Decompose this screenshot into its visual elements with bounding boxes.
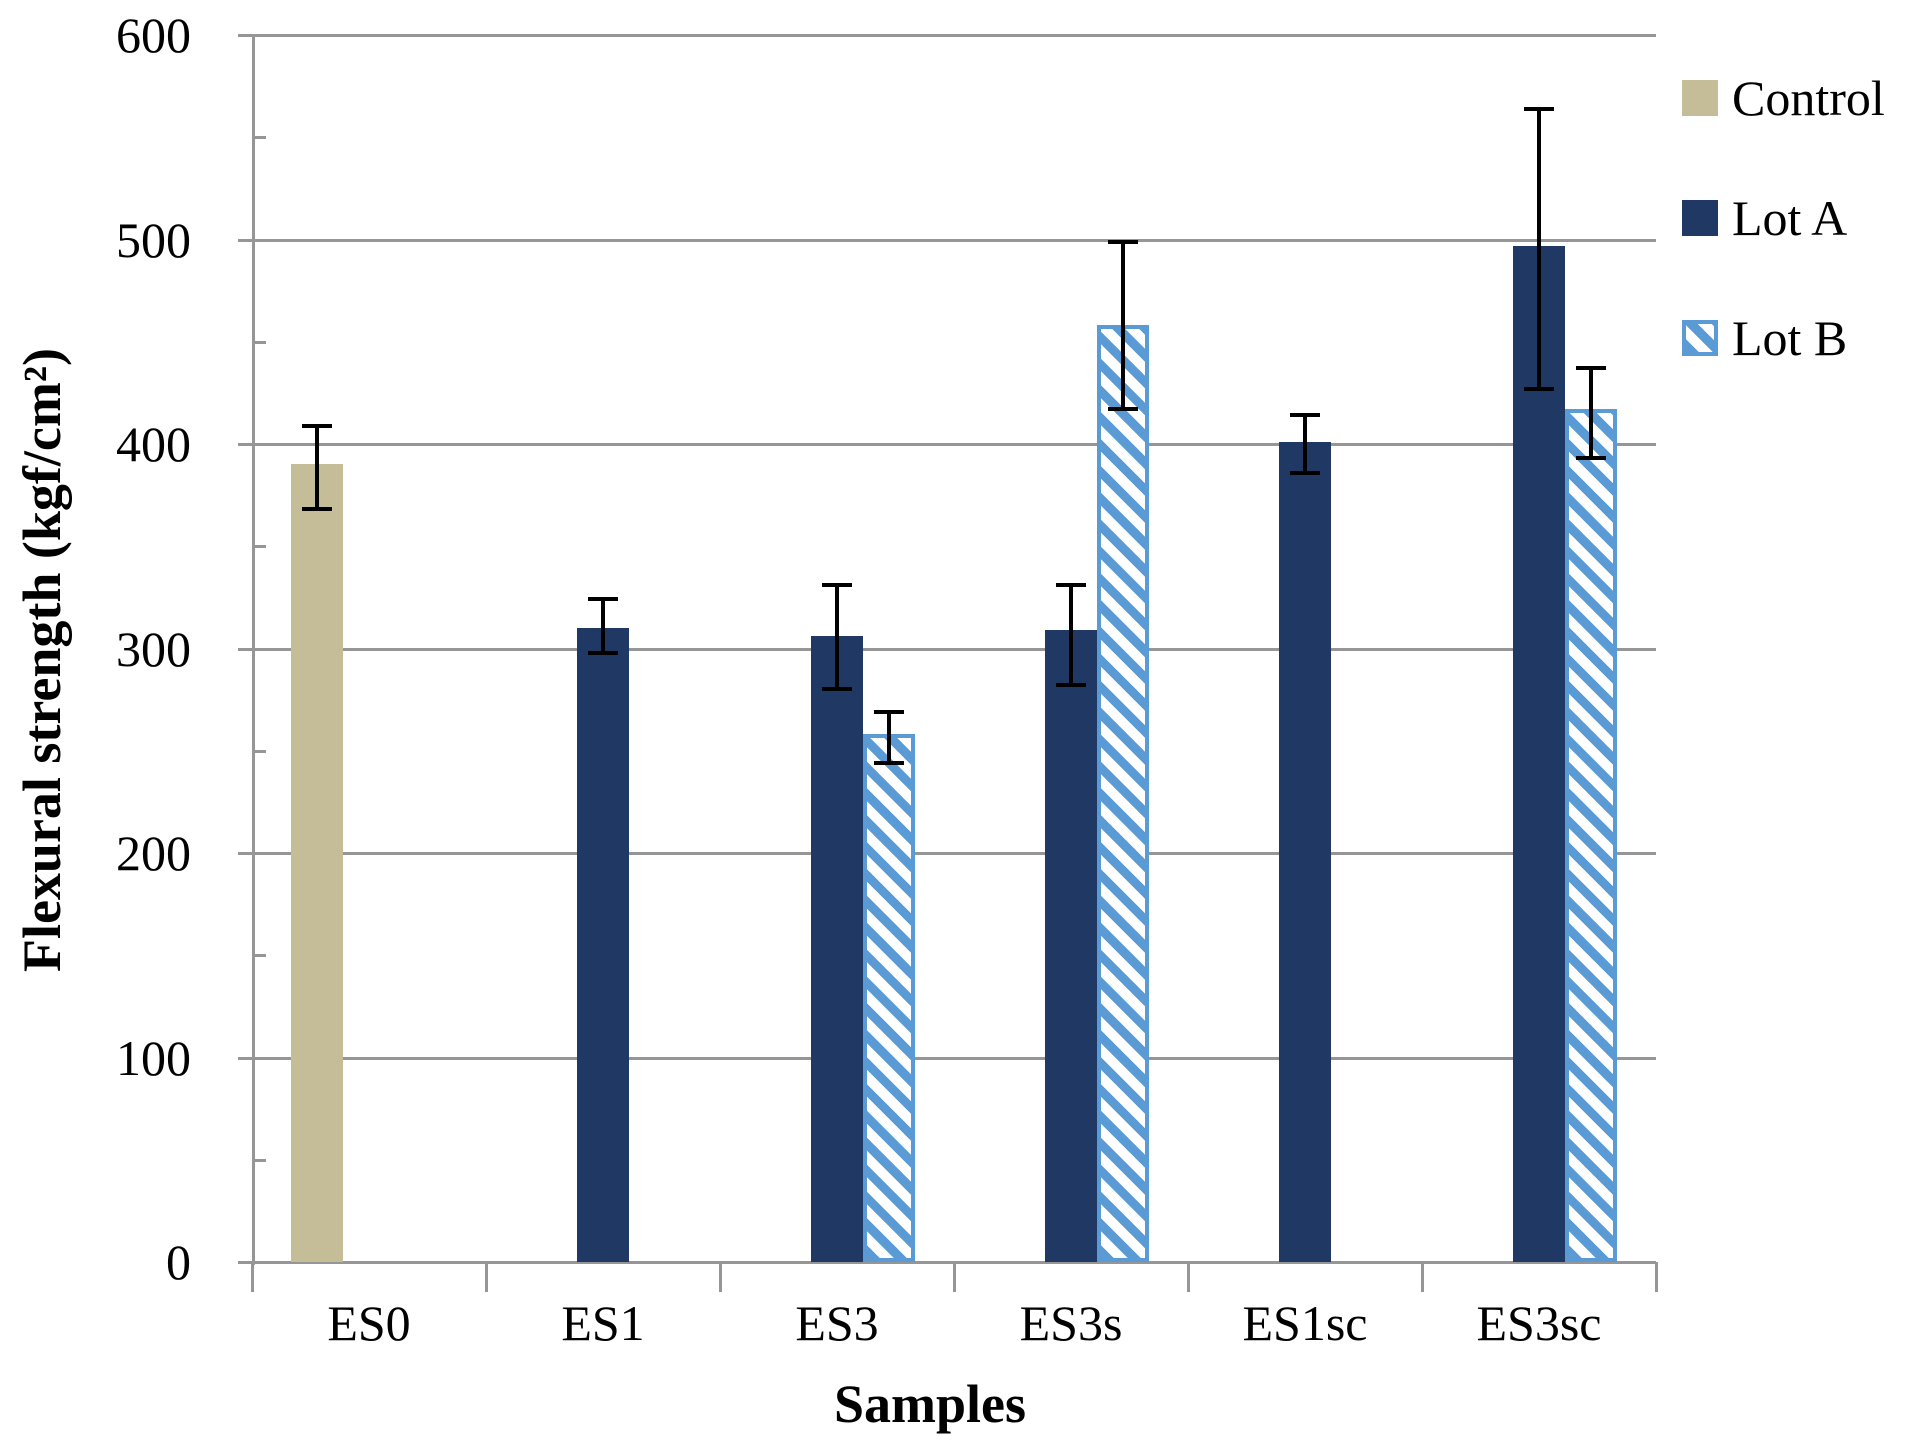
legend-entry-Lot-B: Lot B [1682, 313, 1911, 368]
error-bar-cap-bottom-ES3-Lot-A [822, 687, 852, 692]
error-bar-cap-top-ES3s-Lot-A [1056, 583, 1086, 588]
y-major-tick-400 [238, 443, 252, 446]
error-bar-cap-top-ES3sc-Lot-A [1524, 106, 1554, 111]
error-bar-cap-top-ES1-Lot-A [588, 597, 618, 602]
legend-label-Lot-B: Lot B [1732, 310, 1848, 366]
error-bar-line-ES1sc-Lot-A [1303, 415, 1307, 473]
error-bar-cap-bottom-ES3sc-Lot-A [1524, 386, 1554, 391]
bar-ES3-Lot-A [811, 636, 863, 1262]
x-boundary-tick-0 [251, 1262, 254, 1292]
x-axis-line [238, 1261, 1656, 1264]
y-minor-tick-550 [252, 136, 266, 140]
legend-label-Lot-A: Lot A [1732, 190, 1848, 246]
y-minor-tick-150 [252, 954, 266, 958]
gridline-y-500 [252, 238, 1656, 242]
bar-ES3-Lot-B [863, 734, 915, 1262]
x-category-label-ES0: ES0 [327, 1295, 411, 1351]
legend-entry-Lot-A: Lot A [1682, 193, 1911, 248]
bar-ES3s-Lot-B [1097, 325, 1149, 1262]
x-category-label-ES3: ES3 [795, 1295, 879, 1351]
x-boundary-tick-5 [1421, 1262, 1424, 1292]
x-boundary-tick-1 [485, 1262, 488, 1292]
y-major-tick-200 [238, 852, 252, 855]
error-bar-cap-top-ES1sc-Lot-A [1290, 413, 1320, 418]
y-major-tick-100 [238, 1056, 252, 1060]
error-bar-cap-top-ES3-Lot-A [822, 583, 852, 588]
x-category-label-ES1sc: ES1sc [1242, 1295, 1368, 1351]
x-category-label-ES3sc: ES3sc [1476, 1295, 1602, 1351]
x-boundary-tick-4 [1187, 1262, 1190, 1292]
y-tick-label-0: 0 [166, 1234, 191, 1290]
y-tick-label-300: 300 [116, 620, 191, 677]
y-tick-label-500: 500 [116, 211, 191, 268]
gridline-y-200 [252, 852, 1656, 855]
y-tick-label-400: 400 [116, 416, 191, 472]
gridline-y-100 [252, 1056, 1656, 1060]
bar-ES3sc-Lot-A [1513, 245, 1565, 1262]
error-bar-cap-top-ES3sc-Lot-B [1576, 366, 1606, 371]
error-bar-cap-bottom-ES3s-Lot-B [1108, 407, 1138, 412]
error-bar-line-ES3-Lot-A [835, 585, 839, 690]
legend-swatch-Control [1682, 80, 1718, 116]
error-bar-cap-top-ES0-Control [302, 423, 332, 428]
y-tick-label-100: 100 [116, 1029, 191, 1086]
bar-ES0-Control [291, 464, 343, 1262]
y-tick-label-200: 200 [116, 825, 191, 881]
gridline-y-600 [252, 34, 1656, 37]
error-bar-line-ES1-Lot-A [601, 599, 605, 653]
x-boundary-tick-3 [953, 1262, 956, 1292]
y-minor-tick-250 [252, 749, 266, 753]
bar-ES1-Lot-A [577, 628, 629, 1262]
error-bar-cap-bottom-ES1sc-Lot-A [1290, 470, 1320, 475]
error-bar-cap-bottom-ES3sc-Lot-B [1576, 456, 1606, 461]
y-major-tick-300 [238, 647, 252, 651]
legend-swatch-Lot-A [1682, 200, 1718, 236]
legend-swatch-Lot-B [1682, 320, 1718, 356]
bar-ES3s-Lot-A [1045, 630, 1097, 1262]
y-tick-label-600: 600 [116, 7, 191, 63]
bar-ES1sc-Lot-A [1279, 441, 1331, 1262]
error-bar-cap-bottom-ES1-Lot-A [588, 650, 618, 655]
y-axis-line [252, 35, 255, 1265]
x-boundary-tick-2 [719, 1262, 722, 1292]
y-minor-tick-350 [252, 545, 266, 549]
error-bar-line-ES3-Lot-B [887, 711, 891, 764]
error-bar-line-ES3sc-Lot-B [1589, 368, 1593, 459]
error-bar-line-ES0-Control [315, 425, 319, 510]
error-bar-cap-bottom-ES3s-Lot-A [1056, 683, 1086, 688]
gridline-y-400 [252, 443, 1656, 446]
bar-ES3sc-Lot-B [1565, 409, 1617, 1262]
error-bar-cap-bottom-ES0-Control [302, 507, 332, 512]
legend-entry-Control: Control [1682, 73, 1911, 128]
x-axis-title: Samples [833, 1374, 1027, 1434]
error-bar-cap-top-ES3-Lot-B [874, 709, 904, 714]
error-bar-line-ES3s-Lot-A [1069, 585, 1073, 686]
error-bar-line-ES3s-Lot-B [1121, 241, 1125, 410]
gridline-y-300 [252, 647, 1656, 651]
x-category-label-ES3s: ES3s [1019, 1295, 1123, 1351]
y-minor-tick-50 [252, 1158, 266, 1162]
legend-label-Control: Control [1732, 70, 1885, 126]
y-minor-tick-450 [252, 340, 266, 344]
error-bar-cap-top-ES3s-Lot-B [1108, 239, 1138, 244]
y-major-tick-600 [238, 34, 252, 37]
y-major-tick-500 [238, 238, 252, 242]
x-category-label-ES1: ES1 [561, 1295, 645, 1351]
x-boundary-tick-6 [1655, 1262, 1658, 1292]
error-bar-line-ES3sc-Lot-A [1537, 108, 1541, 389]
error-bar-cap-bottom-ES3-Lot-B [874, 761, 904, 766]
